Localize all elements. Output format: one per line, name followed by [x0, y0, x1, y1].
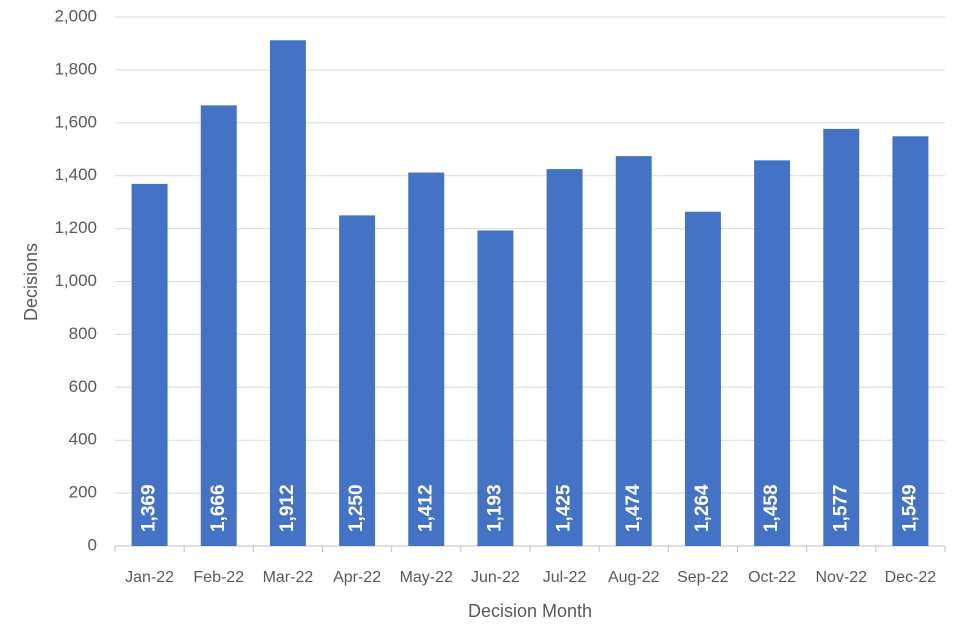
bar — [546, 169, 583, 546]
x-tick-label: May-22 — [400, 569, 453, 586]
x-axis-title: Decision Month — [468, 601, 592, 621]
x-tick-label: Oct-22 — [748, 569, 796, 586]
value-label: 1,912 — [277, 484, 298, 532]
y-tick-label: 400 — [69, 430, 97, 449]
x-tick-label: Aug-22 — [608, 569, 660, 586]
x-tick-label: Apr-22 — [333, 569, 381, 586]
x-tick-label: Jul-22 — [543, 569, 587, 586]
value-label: 1,369 — [139, 484, 160, 532]
bar — [684, 211, 721, 546]
x-tick-label: Feb-22 — [193, 569, 244, 586]
bar — [131, 183, 168, 546]
y-tick-label: 800 — [69, 324, 97, 343]
value-label: 1,474 — [623, 484, 644, 532]
y-tick-label: 600 — [69, 377, 97, 396]
bar — [754, 160, 791, 546]
value-label: 1,425 — [554, 484, 575, 532]
value-label: 1,458 — [761, 484, 782, 532]
x-tick-label: Sep-22 — [677, 569, 729, 586]
x-tick-label: Nov-22 — [815, 569, 867, 586]
value-label: 1,193 — [484, 484, 505, 532]
bar — [892, 136, 929, 547]
y-tick-label: 1,400 — [54, 165, 97, 184]
value-label: 1,264 — [692, 484, 713, 532]
bar — [477, 230, 514, 546]
x-tick-label: Mar-22 — [263, 569, 314, 586]
value-label: 1,577 — [830, 484, 851, 532]
value-label: 1,250 — [346, 484, 367, 532]
y-tick-label: 0 — [88, 535, 97, 554]
x-tick-label: Dec-22 — [885, 569, 937, 586]
y-axis-title: Decisions — [21, 243, 41, 321]
y-tick-label: 1,800 — [54, 59, 97, 78]
bar — [408, 172, 445, 546]
x-tick-label: Jun-22 — [471, 569, 520, 586]
bar — [615, 156, 652, 546]
value-label: 1,412 — [415, 484, 436, 532]
x-tick-label: Jan-22 — [125, 569, 174, 586]
value-label: 1,666 — [208, 484, 229, 532]
bar — [200, 105, 237, 546]
y-tick-label: 2,000 — [54, 6, 97, 25]
bar — [823, 128, 860, 547]
bar — [269, 40, 306, 546]
bar — [339, 215, 376, 546]
y-tick-label: 1,200 — [54, 218, 97, 237]
y-tick-label: 1,000 — [54, 271, 97, 290]
value-label: 1,549 — [899, 484, 920, 532]
y-tick-label: 200 — [69, 483, 97, 502]
y-tick-label: 1,600 — [54, 112, 97, 131]
